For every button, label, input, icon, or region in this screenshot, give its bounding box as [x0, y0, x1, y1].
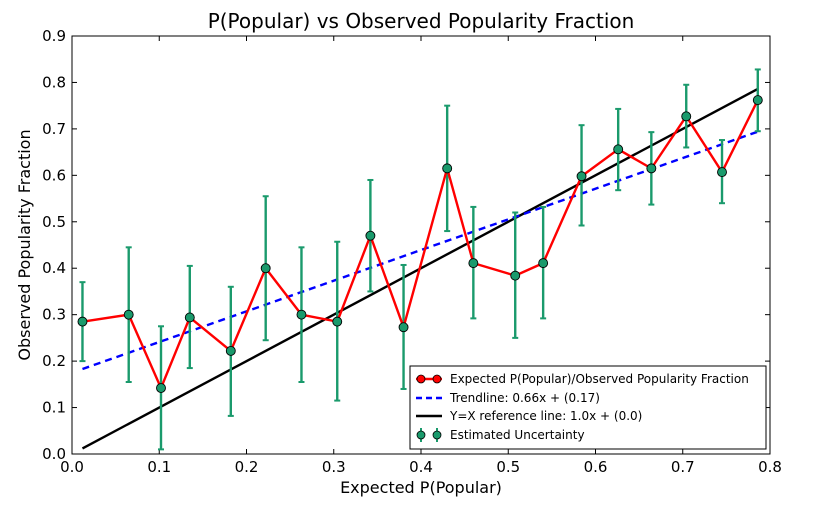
data-point: [77, 316, 88, 327]
y-tick-label: 0.5: [42, 213, 66, 231]
y-tick-label: 0.4: [42, 259, 66, 277]
x-tick-label: 0.6: [584, 458, 608, 476]
legend: Expected P(Popular)/Observed Popularity …: [409, 365, 767, 450]
x-tick-label: 0.8: [758, 458, 782, 476]
data-point: [156, 383, 166, 393]
data-point: [576, 171, 587, 182]
x-tick-label: 0.1: [147, 458, 171, 476]
y-tick-label: 0.1: [42, 399, 66, 417]
data-point: [260, 263, 271, 274]
data-point: [646, 163, 657, 174]
data-point: [398, 322, 409, 333]
data-point: [296, 309, 307, 320]
data-point: [365, 230, 376, 241]
legend-marker-observed: [432, 374, 442, 384]
legend-box: [409, 365, 767, 450]
y-axis: 0.0 0.1 0.2 0.3 0.4 0.5 0.6 0.7 0.8 0.9: [42, 27, 770, 463]
data-point: [510, 270, 521, 281]
x-axis-label: Expected P(Popular): [340, 478, 502, 497]
data-point: [613, 144, 624, 155]
observed-line: [82, 99, 759, 390]
y-axis-label: Observed Popularity Fraction: [15, 129, 34, 360]
data-point: [184, 312, 195, 323]
x-tick-label: 0.3: [322, 458, 346, 476]
legend-label-trendline: Trendline: 0.66x + (0.17): [449, 391, 600, 405]
data-point: [717, 167, 727, 178]
x-tick-label: 0.4: [409, 458, 433, 476]
y-tick-label: 0.8: [42, 73, 66, 91]
x-tick-label: 0.5: [496, 458, 520, 476]
data-point: [468, 258, 479, 269]
data-point: [538, 258, 549, 269]
x-axis: 0.0 0.1 0.2 0.3 0.4 0.5 0.6 0.7 0.8: [60, 36, 782, 476]
legend-label-uncertainty: Estimated Uncertainty: [450, 428, 585, 442]
data-point: [752, 95, 763, 106]
legend-marker-uncertainty: [432, 430, 442, 440]
y-tick-label: 0.9: [42, 27, 66, 45]
legend-label-observed: Expected P(Popular)/Observed Popularity …: [450, 372, 749, 386]
data-point: [225, 345, 236, 356]
legend-label-reference: Y=X reference line: 1.0x + (0.0): [449, 409, 642, 423]
series-layer: [77, 68, 763, 451]
data-point: [332, 316, 343, 327]
y-tick-label: 0.2: [42, 352, 66, 370]
y-tick-label: 0.7: [42, 120, 66, 138]
chart-title: P(Popular) vs Observed Popularity Fracti…: [208, 9, 635, 33]
legend-marker-observed: [416, 374, 426, 384]
y-tick-label: 0.3: [42, 306, 66, 324]
x-tick-label: 0.7: [671, 458, 695, 476]
y-tick-label: 0.6: [42, 166, 66, 184]
x-tick-label: 0.0: [60, 458, 84, 476]
data-point: [681, 111, 692, 122]
data-point: [123, 309, 134, 320]
y-tick-label: 0.0: [42, 445, 66, 463]
legend-marker-uncertainty: [416, 430, 426, 440]
data-point: [442, 163, 453, 174]
x-tick-label: 0.2: [235, 458, 259, 476]
